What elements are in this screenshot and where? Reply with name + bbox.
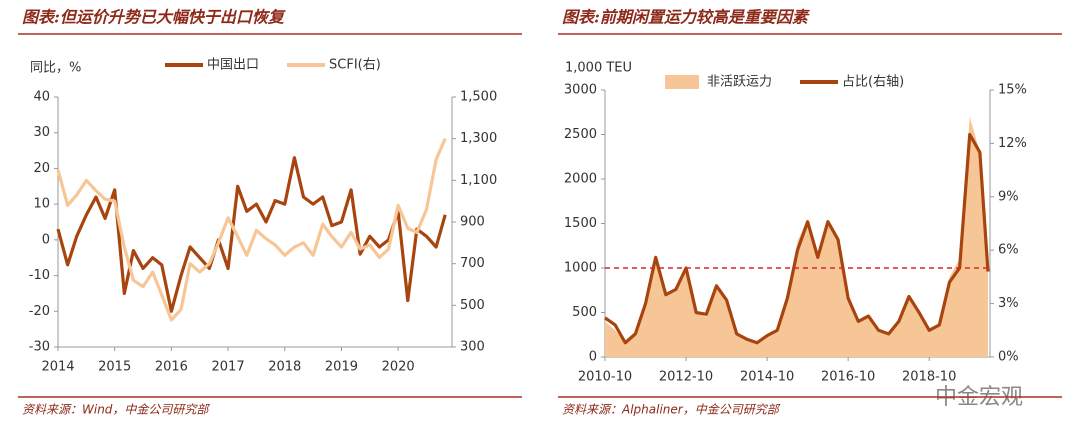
y2-tick-label: 3%	[998, 296, 1019, 311]
y2-tick-label: 1,300	[460, 131, 497, 146]
line	[604, 132, 990, 345]
y-tick-label: 3000	[564, 83, 597, 98]
line	[56, 156, 447, 313]
y-tick-label: 10	[33, 197, 50, 212]
legend-swatch	[665, 75, 699, 89]
y-tick-label: 500	[572, 305, 597, 320]
y2-tick-label: 6%	[998, 243, 1019, 258]
x-tick-label: 2010-10	[578, 370, 632, 385]
y2-tick-label: 9%	[998, 189, 1019, 204]
legend-label: 占比(右轴)	[842, 75, 904, 90]
y-tick-label: 0	[589, 350, 597, 365]
y-tick-label: 30	[33, 125, 50, 140]
y2-tick-label: 1,100	[460, 173, 497, 188]
line	[56, 138, 447, 322]
y-tick-label: 2500	[564, 127, 597, 142]
source: 资料来源：Alphaliner，中金公司研究部	[562, 403, 781, 417]
y2-tick-label: 300	[460, 340, 485, 355]
legend-label: 中国出口	[207, 58, 259, 73]
y2-tick-label: 15%	[998, 83, 1027, 98]
chart-title: 图表:但运价升势已大幅快于出口恢复	[22, 8, 286, 27]
y2-tick-label: 500	[460, 298, 485, 313]
x-tick-label: 2020	[382, 360, 415, 375]
y-tick-label: -20	[29, 304, 50, 319]
legend-label: SCFI(右)	[329, 58, 381, 73]
y-tick-label: 2000	[564, 172, 597, 187]
y2-tick-label: 1,500	[460, 90, 497, 105]
y-axis-label: 1,000 TEU	[565, 61, 632, 76]
x-tick-label: 2017	[212, 360, 245, 375]
x-tick-label: 2016	[155, 360, 188, 375]
x-tick-label: 2015	[98, 360, 131, 375]
y2-tick-label: 12%	[998, 136, 1027, 151]
y-tick-label: 1500	[564, 216, 597, 231]
x-tick-label: 2014-10	[740, 370, 794, 385]
area	[605, 116, 988, 357]
x-tick-label: 2016-10	[821, 370, 875, 385]
y-tick-label: -10	[29, 268, 50, 283]
x-tick-label: 2018-10	[902, 370, 956, 385]
source: 资料来源：Wind，中金公司研究部	[22, 403, 210, 417]
y2-tick-label: 700	[460, 256, 485, 271]
legend-label: 非活跃运力	[707, 75, 772, 90]
y-tick-label: 1000	[564, 261, 597, 276]
x-tick-label: 2018	[268, 360, 301, 375]
y-tick-label: 20	[33, 161, 50, 176]
x-tick-label: 2012-10	[659, 370, 713, 385]
y-tick-label: 0	[42, 232, 50, 247]
y2-tick-label: 900	[460, 215, 485, 230]
x-tick-label: 2014	[41, 360, 74, 375]
y-tick-label: -30	[29, 340, 50, 355]
y2-tick-label: 0%	[998, 350, 1019, 365]
chart-title: 图表:前期闲置运力较高是重要因素	[562, 8, 810, 27]
x-tick-label: 2019	[325, 360, 358, 375]
y-axis-label: 同比，%	[30, 61, 81, 76]
y-tick-label: 40	[33, 90, 50, 105]
